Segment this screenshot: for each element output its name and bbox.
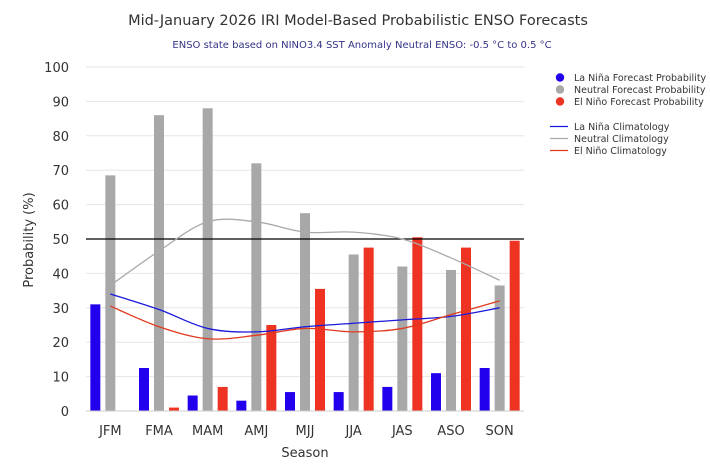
x-tick-label: JFM [98, 424, 122, 439]
bar [202, 108, 213, 411]
bar [509, 240, 520, 411]
x-tick-label: ASO [437, 424, 464, 439]
legend-marker [555, 97, 565, 106]
x-tick-label: JAS [391, 424, 413, 439]
x-tick-label: MAM [192, 424, 223, 439]
climatology-line [110, 300, 500, 340]
bar [217, 386, 228, 411]
legend-label: La Niña Forecast Probability [574, 73, 707, 84]
bar [139, 368, 149, 411]
bar [461, 247, 471, 411]
y-tick-label: 80 [52, 130, 69, 145]
x-tick-label: AMJ [244, 424, 268, 439]
legend-label: Neutral Climatology [574, 134, 669, 145]
chart-subtitle: ENSO state based on NINO3.4 SST Anomaly … [172, 40, 551, 51]
legend-label: La Niña Climatology [574, 122, 670, 133]
y-tick-label: 10 [52, 371, 69, 386]
x-tick-label: JJA [344, 424, 361, 439]
bar [105, 175, 116, 411]
bar [315, 288, 325, 411]
bar [169, 407, 179, 411]
bar [187, 395, 198, 411]
x-tick-label: MJJ [296, 424, 315, 439]
bar [479, 368, 490, 411]
legend-label: El Niño Forecast Probability [574, 97, 704, 108]
x-tick-label: SON [486, 424, 514, 439]
y-tick-label: 90 [52, 95, 69, 110]
bar [446, 269, 456, 411]
bar [251, 163, 262, 411]
climatology-lines [86, 218, 524, 340]
legend-label: Neutral Forecast Probability [574, 85, 706, 96]
legend-marker [555, 73, 565, 82]
bar [90, 304, 101, 411]
bar [363, 247, 374, 411]
bar [154, 115, 164, 411]
y-tick-label: 60 [52, 199, 69, 214]
bars [90, 108, 520, 411]
climatology-line [109, 218, 500, 286]
bar [397, 266, 408, 411]
bar [236, 400, 247, 411]
bar [300, 213, 310, 411]
y-tick-label: 40 [52, 267, 69, 282]
climatology-line [110, 293, 500, 333]
y-tick-label: 50 [52, 233, 69, 248]
y-tick-label: 70 [52, 164, 69, 179]
chart-title: Mid-January 2026 IRI Model-Based Probabi… [128, 13, 588, 29]
axes: 0 10 20 30 40 50 60 70 80 90 100 JFM FMA MAM AMJ MJJ JJA… [44, 61, 524, 439]
y-tick-label: 0 [61, 405, 69, 420]
bar [412, 237, 423, 411]
bar [494, 285, 505, 411]
y-tick-label: 30 [52, 302, 69, 317]
legend-label: El Niño Climatology [574, 146, 667, 157]
bar [285, 392, 295, 411]
bar [333, 392, 344, 411]
legend-marker [555, 85, 565, 94]
bar [431, 373, 441, 411]
y-tick-label: 100 [44, 61, 69, 76]
bar [348, 254, 359, 411]
bar [266, 325, 277, 411]
y-axis-label: Probability (%) [22, 192, 37, 287]
x-axis-label: Season [281, 446, 328, 461]
bar [382, 386, 393, 411]
x-tick-label: FMA [145, 424, 173, 439]
y-tick-label: 20 [52, 336, 69, 351]
